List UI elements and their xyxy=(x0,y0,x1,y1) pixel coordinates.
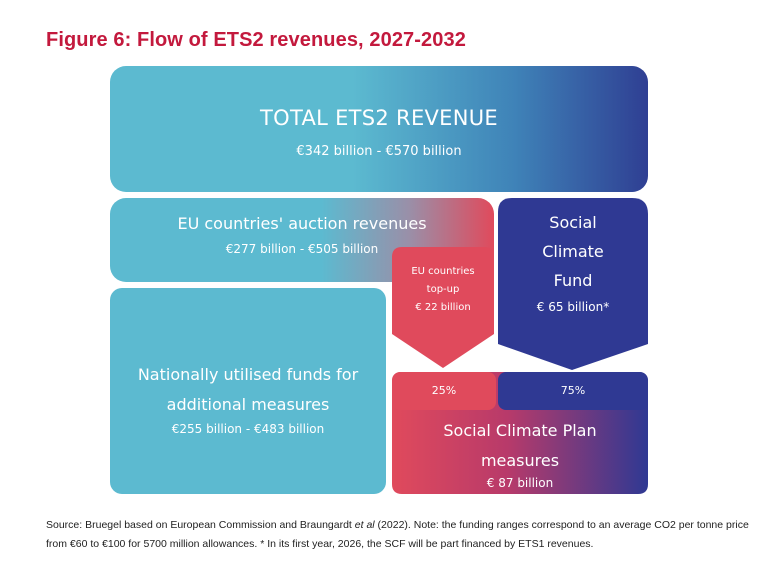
national-funds-box: Nationally utilised funds for additional… xyxy=(110,288,386,494)
topup-amount: € 22 billion xyxy=(415,302,471,313)
total-revenue-label: TOTAL ETS2 REVENUE xyxy=(260,106,498,130)
topup-label-line1: EU countries xyxy=(411,266,475,277)
topup-arrow xyxy=(392,247,494,368)
topup-label-line2: top-up xyxy=(426,284,460,295)
national-funds-label-line1: Nationally utilised funds for xyxy=(137,365,359,384)
total-revenue-amount: €342 billion - €570 billion xyxy=(296,144,462,159)
national-funds-label-line2: additional measures xyxy=(166,395,330,414)
national-funds-amount: €255 billion - €483 billion xyxy=(171,422,325,436)
scf-label-line3: Fund xyxy=(553,271,593,290)
share-75-bar xyxy=(498,372,648,410)
scf-arrow xyxy=(498,198,648,370)
share-75-label: 75% xyxy=(560,384,586,397)
share-25-bar xyxy=(392,372,496,410)
figure-title: Figure 6: Flow of ETS2 revenues, 2027-20… xyxy=(46,29,466,51)
source-note: Source: Bruegel based on European Commis… xyxy=(46,516,766,554)
plan-amount: € 87 billion xyxy=(486,476,554,490)
plan-label-line2: measures xyxy=(480,451,560,470)
source-text-b: (2022). Note: the funding ranges corresp… xyxy=(46,519,749,550)
plan-label-line1: Social Climate Plan xyxy=(443,421,597,440)
share-25-label: 25% xyxy=(431,384,457,397)
source-text-a: Source: Bruegel based on European Commis… xyxy=(46,519,355,531)
scf-amount: € 65 billion* xyxy=(536,300,610,314)
auction-revenues-amount: €277 billion - €505 billion xyxy=(225,242,379,256)
source-text-em: et al xyxy=(354,519,375,531)
scf-label-line1: Social xyxy=(549,213,597,232)
scf-label-line2: Climate xyxy=(542,242,604,261)
total-revenue-box: TOTAL ETS2 REVENUE €342 billion - €570 b… xyxy=(110,66,648,192)
auction-revenues-label: EU countries' auction revenues xyxy=(177,214,427,233)
